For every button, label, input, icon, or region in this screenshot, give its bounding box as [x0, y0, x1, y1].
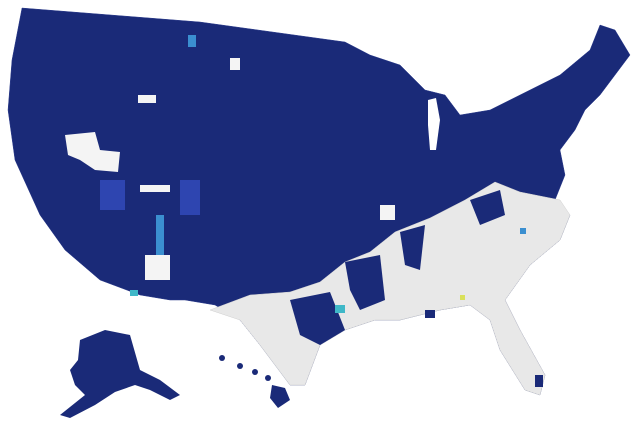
island [219, 355, 225, 361]
island [265, 375, 271, 381]
no-data-areas [65, 58, 395, 280]
county [188, 35, 196, 47]
patch [425, 310, 435, 318]
southeast-patches [290, 190, 543, 387]
accent-counties [100, 35, 526, 313]
hawaii [219, 355, 290, 408]
county [180, 180, 200, 215]
alaska [60, 330, 180, 418]
county [156, 215, 164, 260]
area [138, 95, 156, 103]
area [230, 58, 240, 70]
southeast-region [209, 181, 571, 396]
county [100, 180, 125, 210]
area [380, 205, 395, 220]
county [335, 305, 345, 313]
county [520, 228, 526, 234]
patch [345, 255, 385, 310]
county [130, 290, 138, 296]
patch [535, 375, 543, 387]
county [460, 295, 465, 300]
lake [428, 98, 440, 150]
area [145, 255, 170, 280]
patch [290, 292, 345, 345]
area [140, 185, 170, 192]
island [252, 369, 258, 375]
area [65, 132, 120, 172]
patch [470, 190, 505, 225]
island [237, 363, 243, 369]
patch [400, 225, 425, 270]
island [270, 385, 290, 408]
